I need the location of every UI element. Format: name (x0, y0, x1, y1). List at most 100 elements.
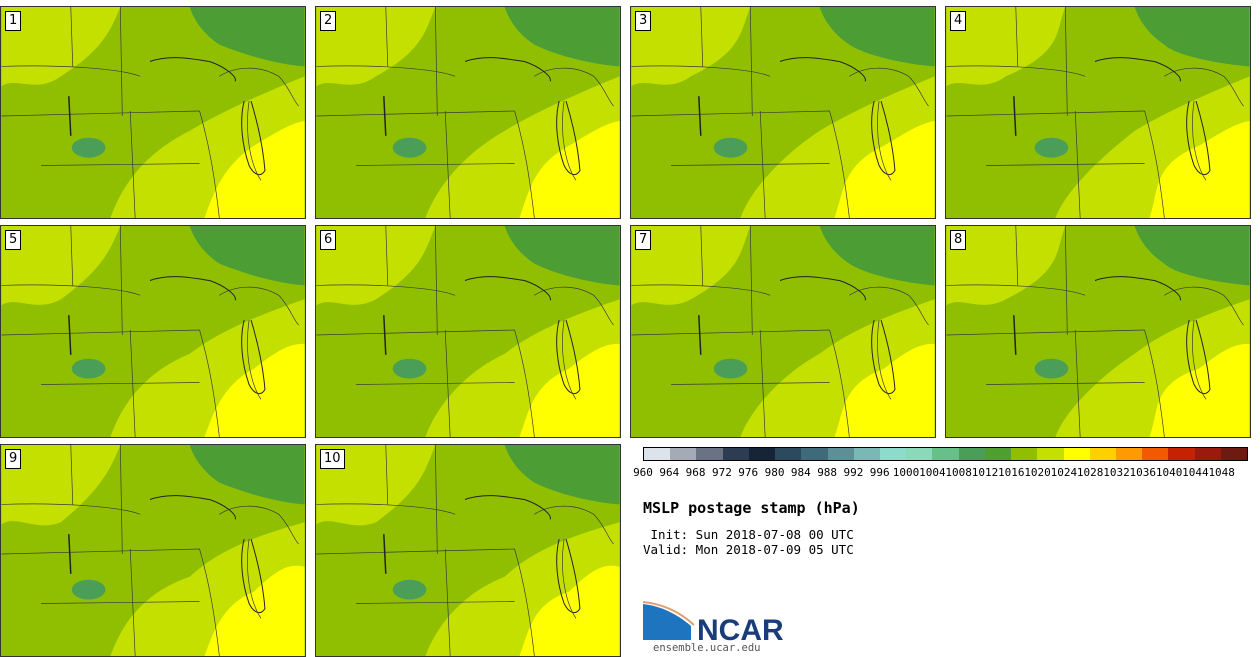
colorbar-swatch (984, 448, 1012, 460)
colorbar-swatch (853, 448, 880, 460)
colorbar-tick-label: 1044 (1182, 466, 1209, 479)
lake-superior-outline (779, 276, 866, 301)
map-svg (1, 226, 305, 437)
state-border (119, 445, 123, 554)
state-border (129, 110, 136, 218)
region-1024-southeast (834, 343, 935, 437)
state-border (444, 110, 451, 218)
colorbar-tick-label: 972 (711, 466, 732, 479)
map-svg (946, 226, 1250, 437)
region-1012-interior (392, 579, 427, 600)
colorbar-swatch (644, 448, 671, 460)
region-1012-northeast (504, 445, 620, 505)
region-1012-northeast (819, 226, 935, 286)
lake-michigan-outline (556, 319, 581, 395)
lake-superior-outline (149, 276, 236, 301)
map-svg (316, 7, 620, 218)
state-border (444, 329, 451, 437)
state-border (946, 110, 1145, 117)
state-border (247, 320, 262, 400)
colorbar-tick-label: 1012 (971, 466, 999, 479)
lake-michigan-outline (241, 319, 266, 395)
lake-superior-outline (779, 57, 866, 82)
state-border (849, 67, 929, 107)
map-svg (316, 445, 620, 656)
region-1012-northeast (189, 7, 305, 67)
state-border (946, 329, 1145, 336)
region-1012-interior (1034, 137, 1069, 158)
colorbar-tick-label: 1008 (945, 466, 972, 479)
map-svg (1, 445, 305, 656)
state-border (199, 110, 220, 218)
state-border (700, 7, 704, 67)
state-border (759, 110, 766, 218)
region-1020-northwest (631, 7, 751, 87)
region-1012-northeast (504, 7, 620, 67)
state-border (247, 539, 262, 619)
lake-superior-outline (1094, 276, 1181, 301)
region-1012-interior (392, 358, 427, 379)
colorbar-swatch (1037, 448, 1064, 460)
state-border (631, 65, 771, 77)
state-border (534, 505, 614, 545)
region-1024-southeast (834, 120, 935, 218)
colorbar-swatch (1089, 448, 1116, 460)
state-border (946, 65, 1086, 77)
colorbar-swatch (722, 448, 749, 460)
region-1020-northwest (946, 226, 1066, 306)
state-border (631, 110, 830, 117)
state-border (877, 101, 892, 181)
region-1020-northwest (316, 226, 436, 306)
state-border (356, 601, 515, 604)
state-border (129, 329, 136, 437)
colorbar-tick-label: 1004 (919, 466, 946, 479)
state-border (219, 286, 299, 326)
map-svg (946, 7, 1250, 218)
init-time: Init: Sun 2018-07-08 00 UTC (643, 527, 854, 542)
state-border (749, 7, 753, 116)
river-line (698, 96, 702, 136)
colorbar-swatch (1168, 448, 1195, 460)
state-border (70, 226, 74, 286)
state-border (70, 7, 74, 67)
colorbar-swatch (1115, 448, 1143, 460)
map-panel-5: 5 (0, 225, 306, 438)
region-1024-southeast (1149, 120, 1250, 218)
state-border (41, 382, 200, 385)
state-border (631, 284, 771, 296)
colorbar-tick-label: 976 (738, 466, 759, 479)
lake-michigan-outline (871, 319, 896, 395)
state-border (1, 65, 141, 77)
map-panel-7: 7 (630, 225, 936, 438)
map-panel-4: 4 (945, 6, 1251, 219)
region-1012-northeast (1134, 226, 1250, 286)
colorbar-swatch (1142, 448, 1169, 460)
lake-michigan-outline (241, 100, 266, 176)
state-border (1074, 110, 1081, 218)
map-svg (631, 226, 935, 437)
region-1012-interior (71, 137, 106, 158)
state-border (986, 163, 1145, 166)
state-border (514, 548, 535, 656)
map-svg (316, 226, 620, 437)
state-border (70, 445, 74, 505)
state-border (1015, 7, 1019, 67)
state-border (1074, 329, 1081, 437)
state-border (316, 329, 515, 336)
river-line (383, 96, 387, 136)
state-border (1015, 226, 1019, 286)
valid-time: Valid: Mon 2018-07-09 05 UTC (643, 542, 854, 557)
river-line (383, 534, 387, 574)
panel-number: 9 (5, 449, 22, 469)
state-border (562, 320, 577, 400)
region-1012-interior (71, 358, 106, 379)
state-border (631, 329, 830, 336)
state-border (946, 284, 1086, 296)
colorbar-swatch (1011, 448, 1038, 460)
logo-url: ensemble.ucar.edu (653, 642, 761, 654)
state-border (41, 163, 200, 166)
region-1024-southeast (519, 343, 620, 437)
colorbar-tick-label: 1000 (892, 466, 920, 479)
state-border (829, 110, 850, 218)
state-border (316, 503, 456, 515)
